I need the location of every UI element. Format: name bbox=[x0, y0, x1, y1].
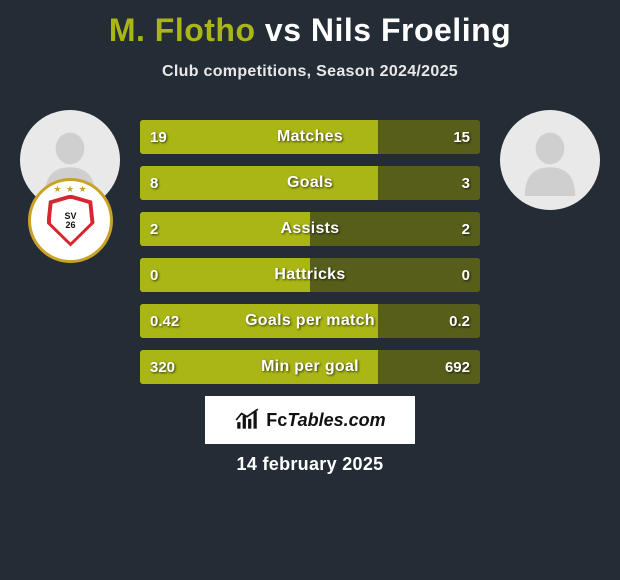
badge-stars-icon: ★ ★ ★ bbox=[31, 184, 110, 195]
stat-label: Min per goal bbox=[140, 350, 480, 384]
page-title: M. Flotho vs Nils Froeling bbox=[0, 0, 620, 49]
stat-label: Matches bbox=[140, 120, 480, 154]
title-vs: vs bbox=[265, 12, 302, 48]
stats-table: 1915Matches 83Goals 22Assists 00Hattricks 0.… bbox=[140, 120, 480, 396]
stat-row: 1915Matches bbox=[140, 120, 480, 154]
brand-logo: FcTables.com bbox=[205, 396, 415, 444]
stat-label: Goals bbox=[140, 166, 480, 200]
stat-row: 22Assists bbox=[140, 212, 480, 246]
subtitle: Club competitions, Season 2024/2025 bbox=[0, 63, 620, 81]
title-player1: M. Flotho bbox=[109, 12, 256, 48]
chart-icon bbox=[234, 407, 260, 433]
stat-row: 00Hattricks bbox=[140, 258, 480, 292]
stat-label: Assists bbox=[140, 212, 480, 246]
brand-prefix: Fc bbox=[266, 410, 287, 430]
brand-suffix: Tables.com bbox=[287, 410, 385, 430]
stat-row: 83Goals bbox=[140, 166, 480, 200]
title-player2: Nils Froeling bbox=[311, 12, 511, 48]
badge-label: SV26 bbox=[64, 212, 76, 230]
stat-row: 0.420.2Goals per match bbox=[140, 304, 480, 338]
stat-row: 320692Min per goal bbox=[140, 350, 480, 384]
shield-icon: SV26 bbox=[47, 195, 95, 247]
stat-label: Hattricks bbox=[140, 258, 480, 292]
stat-label: Goals per match bbox=[140, 304, 480, 338]
player1-club-badge: ★ ★ ★ SV26 bbox=[28, 178, 113, 263]
date-label: 14 february 2025 bbox=[0, 454, 620, 475]
